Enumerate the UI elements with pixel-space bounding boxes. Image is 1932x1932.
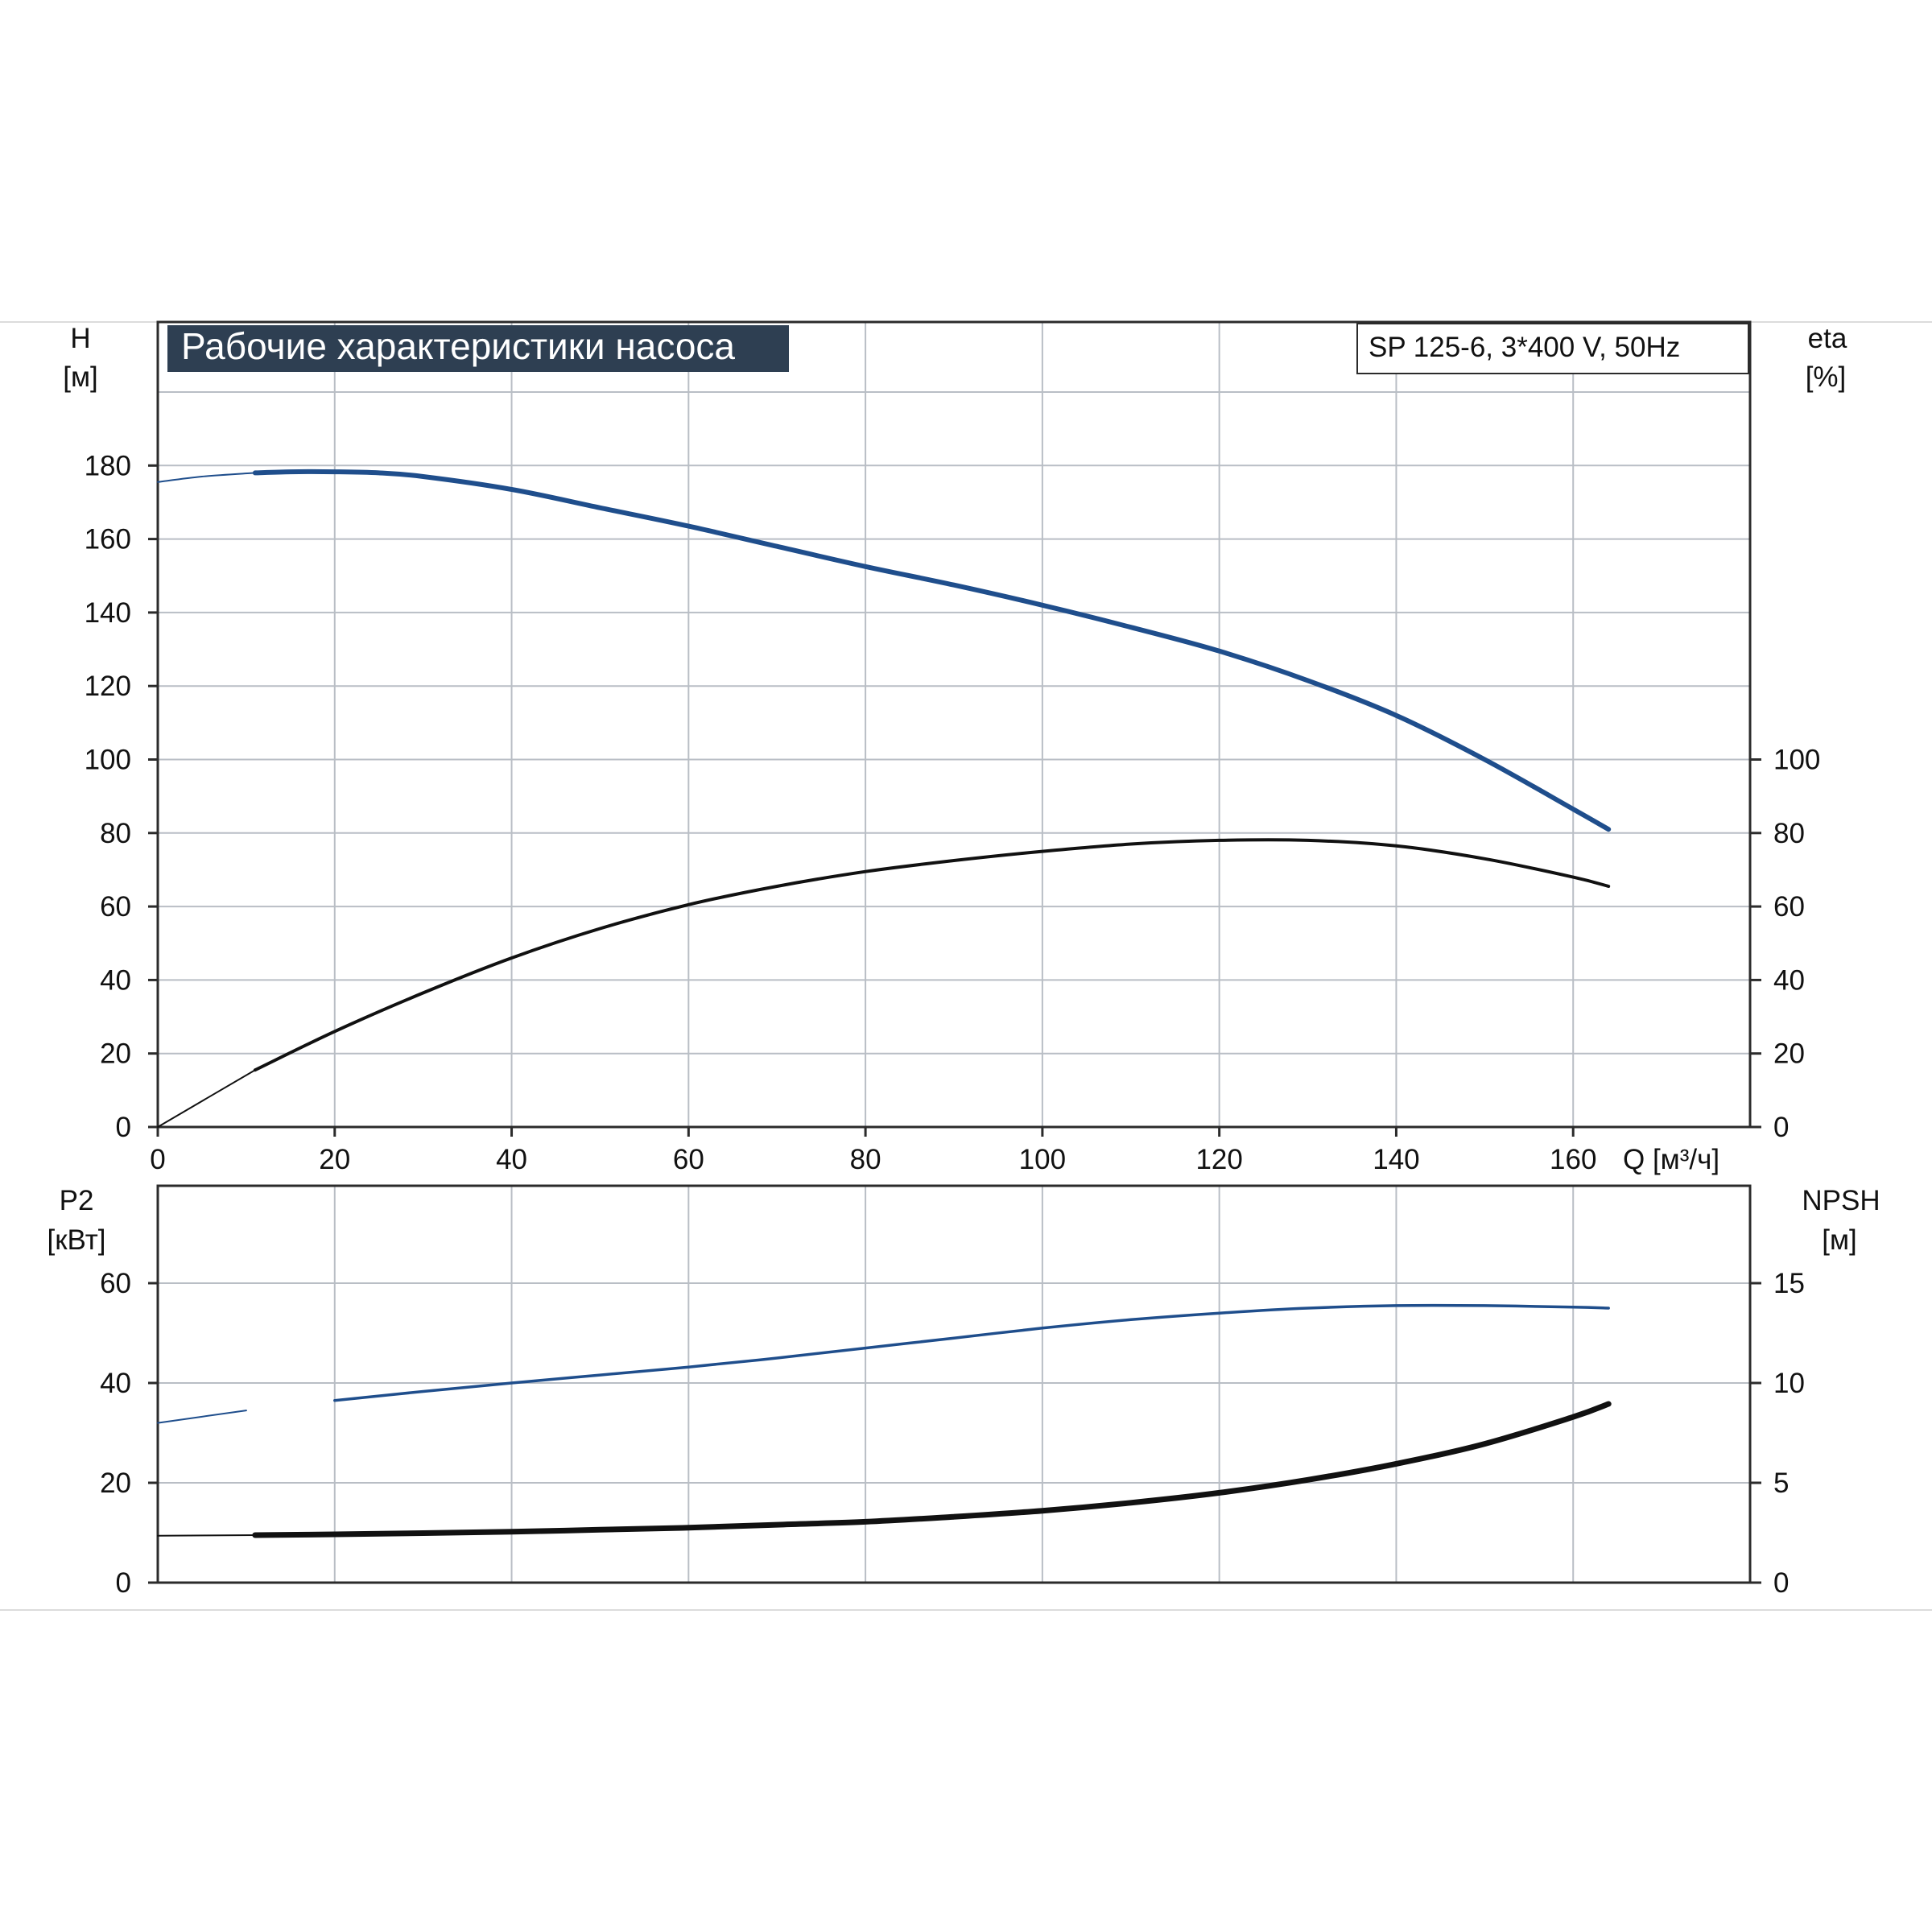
- bottom-panel-grid: [158, 1186, 1750, 1583]
- head-curve: [252, 469, 1612, 832]
- eta-tick-label: 80: [1773, 818, 1805, 849]
- eta-tick-label: 20: [1773, 1038, 1805, 1070]
- eta-tick-label: 100: [1773, 745, 1820, 776]
- h-tick-label: 0: [116, 1112, 131, 1143]
- efficiency-curve-low-flow: [157, 1069, 256, 1128]
- p2-axis-unit: [кВт]: [47, 1224, 106, 1256]
- bottom-panel-ticks: 0 20 40 60 0 5 10 15: [100, 1268, 1805, 1599]
- x-tick-label: 140: [1373, 1144, 1419, 1175]
- npsh-axis-name: NPSH: [1802, 1185, 1880, 1216]
- npsh-axis-unit: [м]: [1822, 1224, 1857, 1256]
- p2-tick-label: 60: [100, 1268, 131, 1299]
- h-tick-label: 160: [85, 524, 131, 555]
- x-tick-label: 80: [850, 1144, 881, 1175]
- top-panel-frame: [156, 320, 1752, 1129]
- x-tick-label: 60: [673, 1144, 704, 1175]
- bottom-panel-frame: [156, 1184, 1752, 1584]
- p2-axis-name: P2: [60, 1185, 94, 1216]
- eta-axis-name: eta: [1808, 323, 1847, 354]
- h-tick-label: 180: [85, 450, 131, 481]
- h-tick-label: 100: [85, 745, 131, 776]
- npsh-curve: [252, 1401, 1612, 1538]
- top-panel-ticks: 0 20 40 60 80 100 120 140 160 0 20 40 60 80 100 120 140 1…: [85, 450, 1821, 1175]
- power-p2-curve-low-flow: [157, 1410, 247, 1424]
- npsh-tick-label: 10: [1773, 1368, 1805, 1399]
- eta-tick-label: 60: [1773, 891, 1805, 923]
- eta-axis-unit: [%]: [1806, 361, 1847, 393]
- x-tick-label: 100: [1019, 1144, 1066, 1175]
- efficiency-curve: [253, 838, 1611, 1072]
- h-tick-label: 140: [85, 597, 131, 629]
- head-curve-low-flow: [157, 472, 256, 483]
- h-tick-label: 120: [85, 671, 131, 702]
- model-box: [1356, 323, 1749, 374]
- model-label: SP 125-6, 3*400 V, 50Hz: [1368, 332, 1680, 363]
- power-p2-curve: [333, 1303, 1610, 1402]
- title-box: [167, 325, 789, 372]
- eta-tick-label: 40: [1773, 964, 1805, 996]
- p2-tick-label: 40: [100, 1368, 131, 1399]
- npsh-tick-label: 0: [1773, 1567, 1789, 1599]
- npsh-tick-label: 5: [1773, 1468, 1789, 1499]
- x-tick-label: 160: [1550, 1144, 1596, 1175]
- x-tick-label: 20: [319, 1144, 350, 1175]
- top-panel-grid: [158, 322, 1750, 1127]
- chart-title: Рабочие характеристики насоса: [181, 325, 735, 367]
- curves: [157, 469, 1612, 1538]
- h-tick-label: 60: [100, 891, 131, 923]
- npsh-tick-label: 15: [1773, 1268, 1805, 1299]
- h-axis-name: H: [70, 323, 90, 354]
- eta-tick-label: 0: [1773, 1112, 1789, 1143]
- npsh-curve-low-flow: [157, 1534, 256, 1537]
- h-tick-label: 40: [100, 964, 131, 996]
- p2-tick-label: 20: [100, 1468, 131, 1499]
- h-tick-label: 20: [100, 1038, 131, 1070]
- h-axis-unit: [м]: [63, 361, 98, 393]
- p2-tick-label: 0: [116, 1567, 131, 1599]
- x-tick-label: 0: [150, 1144, 165, 1175]
- x-tick-label: 120: [1195, 1144, 1242, 1175]
- h-tick-label: 80: [100, 818, 131, 849]
- x-tick-label: 40: [496, 1144, 527, 1175]
- q-axis-label: Q [м³/ч]: [1623, 1144, 1719, 1175]
